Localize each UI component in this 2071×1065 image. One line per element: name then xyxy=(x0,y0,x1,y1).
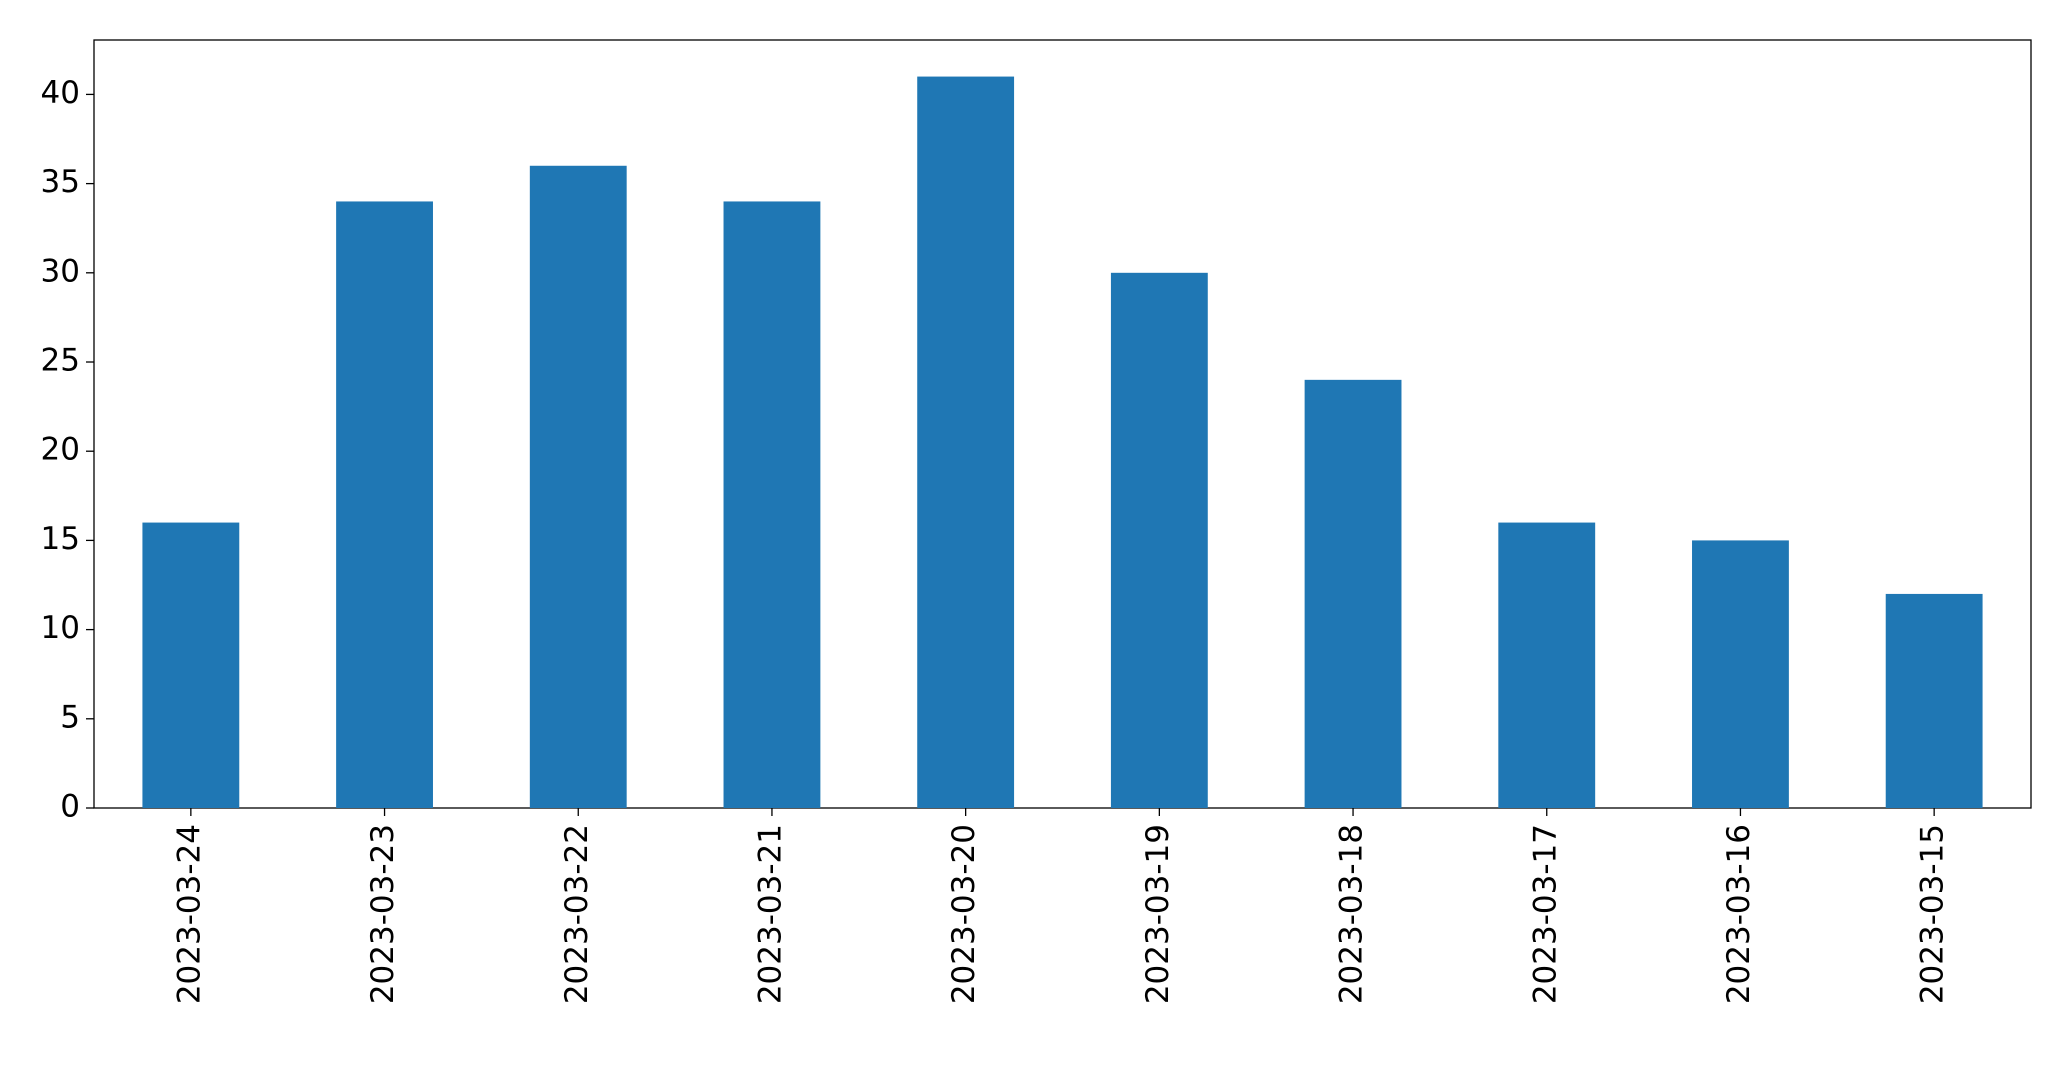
y-tick-label: 35 xyxy=(41,164,80,200)
bar xyxy=(917,76,1015,809)
y-tick-label: 20 xyxy=(41,432,80,468)
y-tick-label: 0 xyxy=(60,789,80,825)
y-tick-label: 5 xyxy=(60,699,80,735)
y-tick-label: 30 xyxy=(41,253,80,289)
x-tick-label: 2023-03-24 xyxy=(171,824,207,1004)
y-tick-label: 40 xyxy=(41,75,80,111)
x-tick-label: 2023-03-17 xyxy=(1527,824,1563,1004)
bar xyxy=(1885,593,1983,808)
y-tick-label: 10 xyxy=(41,610,80,646)
x-tick-label: 2023-03-16 xyxy=(1721,824,1757,1004)
bar xyxy=(336,201,433,809)
x-tick-label: 2023-03-23 xyxy=(365,824,401,1004)
bar xyxy=(1692,540,1789,808)
y-tick-label: 15 xyxy=(41,521,80,557)
x-tick-label: 2023-03-20 xyxy=(946,824,982,1004)
x-tick-label: 2023-03-22 xyxy=(559,824,595,1004)
bar xyxy=(529,165,627,809)
bar xyxy=(1304,379,1402,808)
y-tick-label: 25 xyxy=(41,343,80,379)
bar xyxy=(142,522,240,808)
plot-frame xyxy=(93,39,2032,809)
x-tick-label: 2023-03-19 xyxy=(1140,824,1176,1004)
x-tick-label: 2023-03-18 xyxy=(1334,824,1370,1004)
bar xyxy=(1110,272,1208,808)
bar xyxy=(723,201,821,809)
x-tick-label: 2023-03-21 xyxy=(752,824,788,1004)
bar xyxy=(1498,522,1596,808)
x-tick-label: 2023-03-15 xyxy=(1915,824,1951,1004)
